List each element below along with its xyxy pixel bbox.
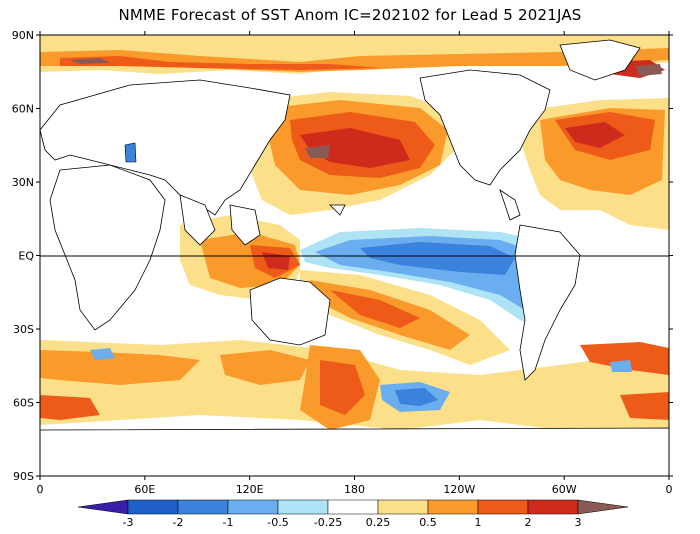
southern-ocean-warm-west bbox=[40, 350, 200, 385]
north-america bbox=[419, 69, 551, 186]
southeast-asia bbox=[229, 204, 261, 246]
south-atlantic-warm-south bbox=[620, 392, 669, 420]
south-america bbox=[514, 224, 581, 381]
colorbar: -3 -2 -1 -0.5 -0.25 0.25 0.5 1 2 3 bbox=[77, 499, 629, 529]
eurasia bbox=[40, 79, 291, 216]
colorbar-label: -1 bbox=[223, 516, 234, 529]
colorbar-segment bbox=[177, 499, 229, 515]
caspian-sea-cold-patch bbox=[124, 142, 137, 163]
colorbar-segment bbox=[277, 499, 329, 515]
south-atlantic-warm-east bbox=[580, 342, 669, 375]
colorbar-label: -3 bbox=[123, 516, 134, 529]
colorbar-segment bbox=[527, 499, 579, 515]
southern-ocean-warm-indian bbox=[220, 350, 310, 385]
colorbar-label: -0.25 bbox=[314, 516, 342, 529]
colorbar-segment bbox=[477, 499, 529, 515]
longitude-axis: 0 60E 120E 180 120W 60W 0 bbox=[37, 31, 673, 496]
north-pacific-extreme-patch bbox=[305, 145, 330, 158]
indian-subcontinent bbox=[179, 194, 216, 246]
lon-tick-label: 60W bbox=[552, 483, 577, 496]
colorbar-label: 0.25 bbox=[366, 516, 391, 529]
lat-tick-label: 30S bbox=[13, 323, 34, 336]
south-pacific-warm-inner bbox=[330, 290, 420, 328]
antarctica bbox=[40, 427, 669, 476]
colorbar-label: 1 bbox=[475, 516, 482, 529]
lon-tick-label: 120W bbox=[443, 483, 475, 496]
southern-ocean-cold-core bbox=[395, 388, 438, 406]
enso-cold-inner bbox=[360, 242, 515, 275]
colorbar-segment bbox=[327, 499, 379, 515]
arctic-strong-band bbox=[60, 56, 380, 70]
land-masses bbox=[40, 39, 669, 476]
lat-tick-label: 60N bbox=[12, 103, 34, 116]
map-title: NMME Forecast of SST Anom IC=202102 for … bbox=[118, 6, 582, 24]
colorbar-label: -0.5 bbox=[267, 516, 288, 529]
australia bbox=[249, 277, 331, 346]
colorbar-high-extension bbox=[577, 499, 629, 515]
lon-tick-label: 120E bbox=[236, 483, 264, 496]
lat-tick-label: 60S bbox=[13, 397, 34, 410]
lon-tick-label: 60E bbox=[134, 483, 155, 496]
lat-tick-label: 90S bbox=[13, 470, 34, 483]
lat-tick-label: 30N bbox=[12, 176, 34, 189]
colorbar-segment bbox=[127, 499, 179, 515]
lon-tick-label: 0 bbox=[666, 483, 673, 496]
north-atlantic-warm-core bbox=[565, 122, 625, 148]
colorbar-label: 3 bbox=[575, 516, 582, 529]
colorbar-segment bbox=[377, 499, 429, 515]
arctic-extreme-patch-3 bbox=[635, 64, 662, 76]
arctic-extreme-patch-1 bbox=[70, 58, 110, 64]
central-america bbox=[499, 189, 521, 221]
southern-ocean-warm-far-west bbox=[40, 395, 100, 420]
africa bbox=[49, 164, 166, 331]
colorbar-label: 0.5 bbox=[419, 516, 437, 529]
colorbar-label: -2 bbox=[173, 516, 184, 529]
southern-ocean-cold-patch-east bbox=[610, 360, 632, 372]
southern-ocean-warm-australia-core bbox=[320, 360, 365, 415]
colorbar-label: 2 bbox=[525, 516, 532, 529]
lon-tick-label: 180 bbox=[344, 483, 365, 496]
colorbar-segment bbox=[227, 499, 279, 515]
lat-tick-label: 90N bbox=[12, 29, 34, 42]
colorbar-segment bbox=[427, 499, 479, 515]
southern-ocean-cold-patch-west bbox=[90, 348, 115, 360]
greenland bbox=[559, 39, 641, 81]
latitude-axis: 90N 60N 30N EQ 30S 60S 90S bbox=[12, 29, 673, 483]
colorbar-low-extension bbox=[77, 499, 129, 515]
lat-tick-label: EQ bbox=[18, 250, 34, 263]
pacific-islands bbox=[329, 204, 346, 216]
lon-tick-label: 0 bbox=[37, 483, 44, 496]
